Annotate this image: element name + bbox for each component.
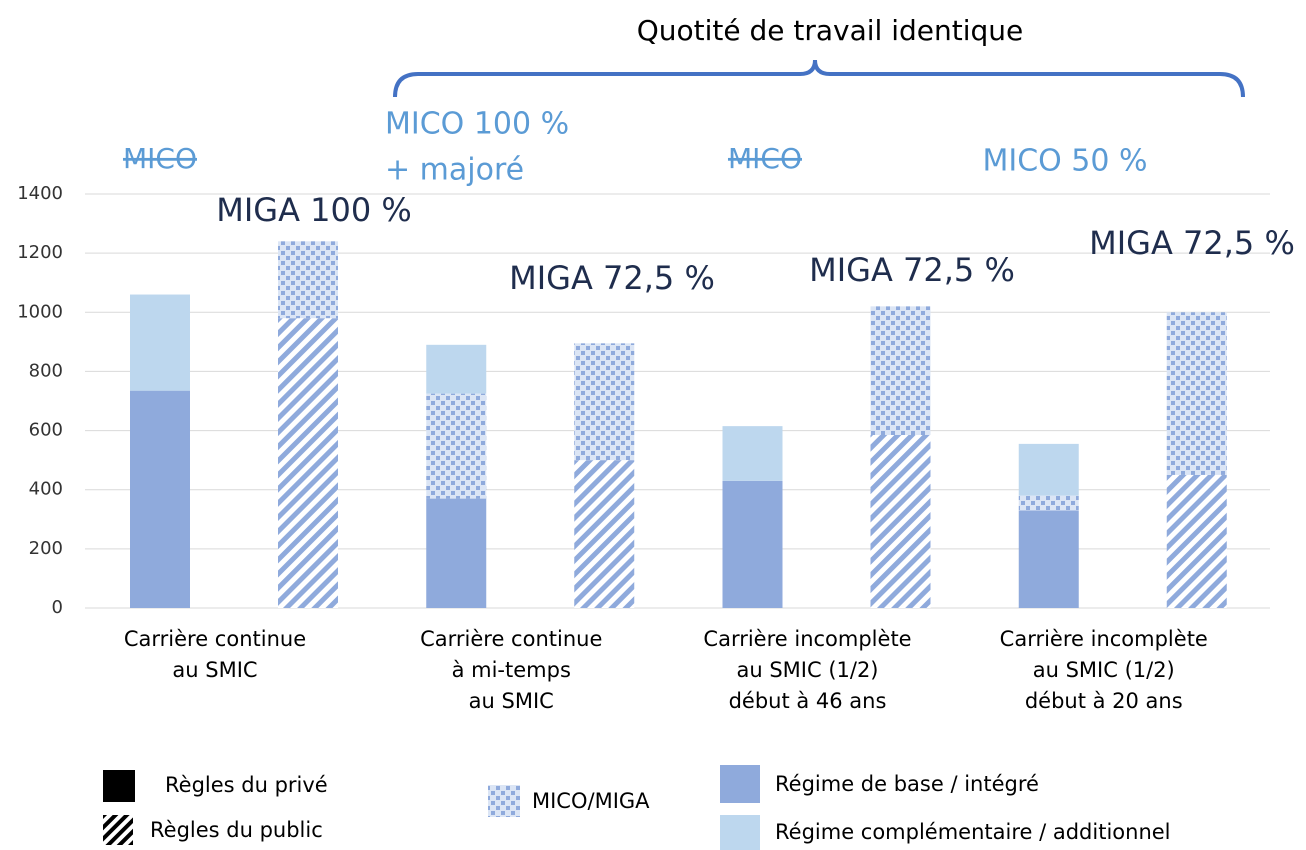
annotation: MICO	[728, 142, 802, 175]
y-tick-label: 1400	[17, 183, 63, 204]
bar-segment	[1018, 443, 1079, 496]
annotation: MICO 100 %	[385, 107, 569, 142]
x-tick-label: à mi-temps	[452, 658, 571, 682]
annotation: MICO 50 %	[982, 144, 1147, 179]
bar-segment	[1018, 495, 1079, 511]
legend-label: Règles du public	[150, 818, 323, 842]
y-tick-label: 200	[29, 538, 63, 559]
bar-segment	[574, 343, 635, 461]
legend-swatch	[720, 765, 760, 803]
x-tick-label: Carrière continue	[124, 627, 306, 651]
bar-segment	[278, 318, 338, 608]
x-tick-label: au SMIC	[172, 658, 257, 682]
annotation: MICO	[123, 142, 197, 175]
annotation: MIGA 72,5 %	[509, 259, 715, 297]
bar-segment	[722, 426, 783, 481]
bar-segment	[426, 393, 487, 499]
x-tick-label: au SMIC (1/2)	[736, 658, 878, 682]
annotation: + majoré	[385, 153, 524, 188]
bar-segment	[426, 344, 487, 394]
annotation: MIGA 72,5 %	[1089, 224, 1295, 262]
legend-swatch	[720, 815, 760, 850]
bracket	[393, 59, 1245, 98]
chart-title: Quotité de travail identique	[637, 14, 1024, 47]
x-tick-label: début à 20 ans	[1025, 689, 1183, 713]
x-tick-label: début à 46 ans	[729, 689, 887, 713]
bar-segment	[426, 498, 487, 608]
bar-segment	[722, 480, 783, 608]
x-tick-label: Carrière incomplète	[703, 627, 911, 651]
bar-segment	[130, 390, 190, 608]
annotation: MIGA 100 %	[216, 191, 412, 229]
bar-segment	[870, 306, 931, 436]
x-tick-label: Carrière continue	[420, 627, 602, 651]
x-tick-label: au SMIC	[469, 689, 554, 713]
legend-label: Règles du privé	[165, 773, 328, 797]
y-tick-label: 400	[29, 479, 63, 500]
y-tick-label: 800	[29, 360, 63, 381]
bar-segment	[1018, 510, 1079, 608]
bar-segment	[278, 241, 338, 319]
legend-swatch	[103, 770, 135, 802]
bar-segment	[130, 294, 190, 391]
y-tick-label: 600	[29, 420, 63, 441]
legend-swatch	[488, 785, 520, 817]
legend-label: Régime complémentaire / additionnel	[775, 820, 1171, 844]
y-tick-label: 1000	[17, 301, 63, 322]
x-tick-label: Carrière incomplète	[1000, 627, 1208, 651]
bar-segment	[870, 435, 931, 608]
legend-label: MICO/MIGA	[532, 789, 650, 813]
legend-swatch	[103, 815, 133, 845]
x-tick-label: au SMIC (1/2)	[1033, 658, 1175, 682]
y-tick-label: 0	[52, 597, 63, 618]
annotation: MIGA 72,5 %	[809, 251, 1015, 289]
bar-segment	[574, 460, 635, 608]
y-tick-label: 1200	[17, 242, 63, 263]
bar-segment	[1166, 474, 1227, 608]
bar-segment	[1166, 312, 1227, 475]
legend-label: Régime de base / intégré	[775, 772, 1039, 796]
